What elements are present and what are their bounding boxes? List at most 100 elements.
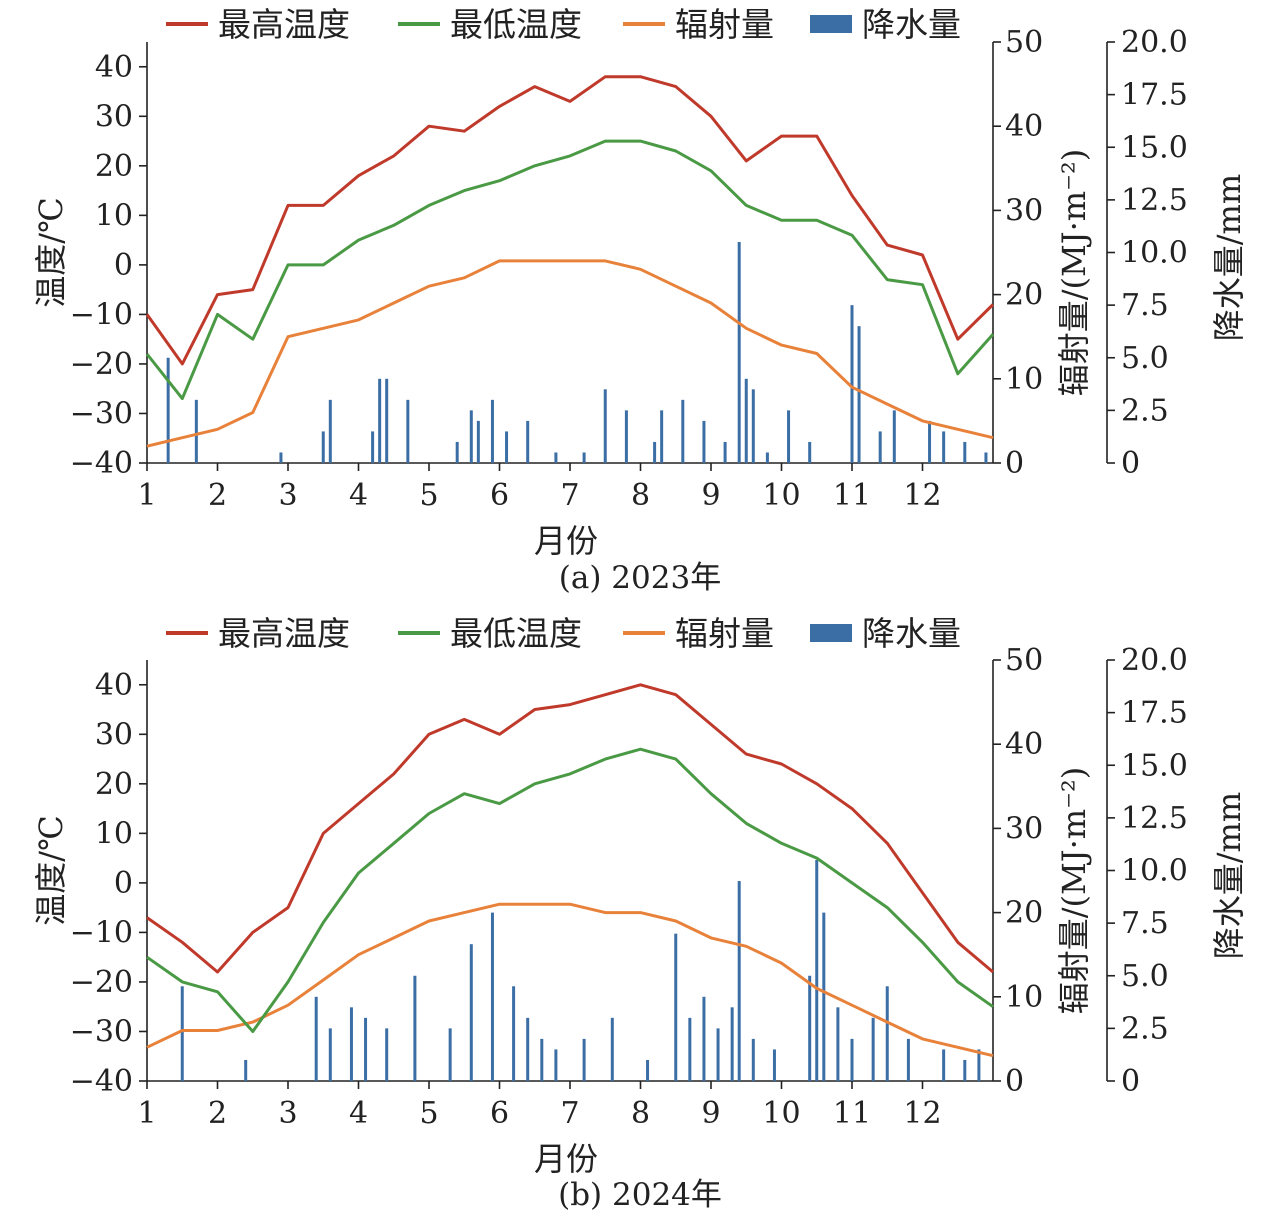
precip-bar <box>878 431 882 463</box>
precip-bar <box>314 996 318 1081</box>
precip-bar <box>469 944 473 1081</box>
radiation-line <box>146 259 994 448</box>
radiation-line <box>146 902 994 1058</box>
y-axis-label-left: 温度/℃ <box>32 197 70 308</box>
x-tick-label: 3 <box>278 478 297 513</box>
precip-bar <box>808 975 812 1081</box>
legend-label-tmax: 最高温度 <box>218 5 350 44</box>
x-tick-label: 2 <box>208 1096 227 1131</box>
precip-bar <box>554 452 558 463</box>
x-tick-label: 11 <box>833 478 871 513</box>
legend-label-rad: 辐射量 <box>675 5 774 44</box>
tmin-line <box>146 747 994 1033</box>
precip-bar <box>476 420 480 463</box>
precip-bar <box>977 1049 981 1081</box>
x-tick-label: 1 <box>137 1096 156 1131</box>
precip-bar <box>787 410 791 463</box>
precip-bar <box>279 452 283 463</box>
y-tick-label-left: 40 <box>95 668 133 703</box>
precip-bar <box>328 1028 332 1081</box>
x-tick-label: 6 <box>490 478 509 513</box>
precip-bar <box>892 410 896 463</box>
y-tick-label-radiation: 50 <box>1005 643 1043 678</box>
legend-label-tmin: 最低温度 <box>450 614 582 653</box>
y-tick-label-left: −10 <box>70 297 133 332</box>
y-tick-label-radiation: 40 <box>1005 109 1043 144</box>
legend-label-precip: 降水量 <box>862 5 961 44</box>
precip-bar <box>765 452 769 463</box>
precip-bar <box>681 399 685 463</box>
x-tick-label: 9 <box>701 1096 720 1131</box>
precip-bar <box>942 1049 946 1081</box>
precip-bar <box>850 1038 854 1081</box>
precip-bar <box>836 1007 840 1081</box>
y-tick-label-left: 30 <box>95 717 133 752</box>
y-tick-label-precip: 10.0 <box>1121 236 1188 271</box>
y-tick-label-radiation: 20 <box>1005 896 1043 931</box>
y-tick-label-left: 10 <box>95 816 133 851</box>
legend-label-tmax: 最高温度 <box>218 614 350 653</box>
x-tick-label: 10 <box>762 478 800 513</box>
y-tick-label-radiation: 30 <box>1005 193 1043 228</box>
y-tick-label-precip: 12.5 <box>1121 183 1188 218</box>
precip-bar <box>610 1017 614 1081</box>
x-tick-label: 9 <box>701 478 720 513</box>
panel-b: 最高温度 最低温度 辐射量 降水量403020100−10−20−30−4050403… <box>32 614 1248 1213</box>
precip-bar <box>413 975 417 1081</box>
precip-bar <box>660 410 664 463</box>
precip-bar <box>751 389 755 463</box>
precip-bar <box>385 378 389 463</box>
y-tick-label-precip: 2.5 <box>1121 393 1169 428</box>
precip-bar <box>885 986 889 1081</box>
y-tick-label-left: 30 <box>95 99 133 134</box>
y-tick-label-left: −30 <box>70 1014 133 1049</box>
y-tick-label-radiation: 0 <box>1005 1064 1024 1099</box>
tmax-line <box>146 683 994 974</box>
x-tick-label: 7 <box>560 478 579 513</box>
legend-swatch-precip <box>810 624 852 642</box>
precip-bars <box>180 859 981 1081</box>
precip-bar <box>646 1059 650 1081</box>
y-axis-label-left: 温度/℃ <box>32 815 70 926</box>
precip-bar <box>984 452 988 463</box>
precip-bar <box>723 441 727 463</box>
precip-bar <box>730 1007 734 1081</box>
precip-bar <box>455 441 459 463</box>
precip-bar <box>737 881 741 1081</box>
precip-bar <box>378 378 382 463</box>
y-tick-label-left: −20 <box>70 965 133 1000</box>
y-tick-label-precip: 0 <box>1121 446 1140 481</box>
precip-bar <box>490 912 494 1081</box>
precip-bar <box>406 399 410 463</box>
precip-bar <box>772 1049 776 1081</box>
y-tick-label-left: −20 <box>70 347 133 382</box>
y-tick-label-left: 20 <box>95 767 133 802</box>
x-tick-label: 12 <box>903 1096 941 1131</box>
precip-bar <box>603 389 607 463</box>
x-tick-label: 8 <box>631 478 650 513</box>
y-tick-label-left: −40 <box>70 1064 133 1099</box>
precip-bar <box>166 357 170 463</box>
y-tick-label-precip: 7.5 <box>1121 906 1169 941</box>
y-tick-label-radiation: 50 <box>1005 25 1043 60</box>
precip-bar <box>653 441 657 463</box>
precip-bar <box>244 1059 248 1081</box>
precip-bar <box>963 441 967 463</box>
precip-bar <box>582 1038 586 1081</box>
panel-a: 最高温度 最低温度 辐射量 降水量403020100−10−20−30−4050403… <box>32 5 1248 596</box>
y-tick-label-radiation: 10 <box>1005 980 1043 1015</box>
precip-bar <box>526 420 530 463</box>
tmax-line <box>145 75 995 366</box>
precip-bar <box>371 431 375 463</box>
x-tick-label: 3 <box>278 1096 297 1131</box>
precip-bar <box>321 431 325 463</box>
precip-bar <box>512 986 516 1081</box>
y-axis-label-radiation: 辐射量/(MJ·m⁻²) <box>1055 149 1093 397</box>
y-tick-label-precip: 5.0 <box>1121 341 1169 376</box>
precip-bar <box>194 399 198 463</box>
precip-bar <box>822 912 826 1081</box>
legend: 最高温度 最低温度 辐射量 降水量 <box>166 614 961 653</box>
y-axis-label-precip: 降水量/mm <box>1210 792 1248 959</box>
precip-bar <box>702 420 706 463</box>
